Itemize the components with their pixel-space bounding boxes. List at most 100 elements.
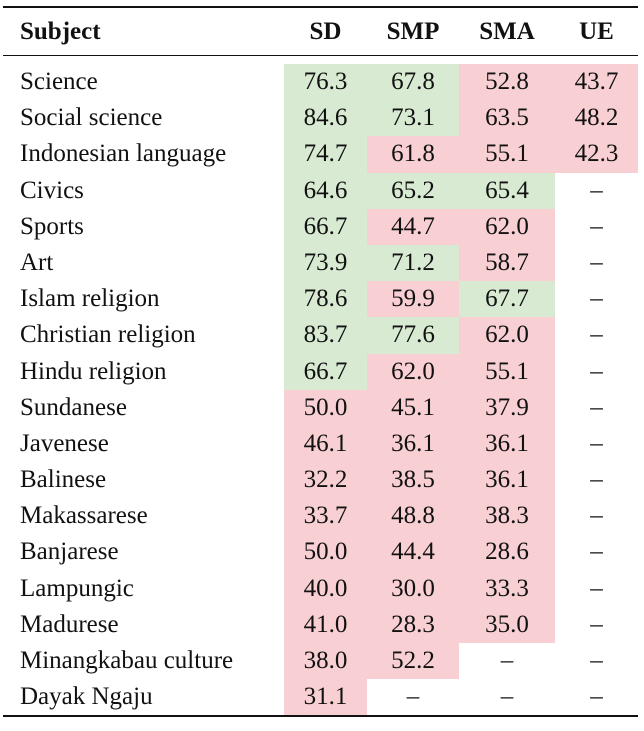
cell-smp: 73.1 xyxy=(367,100,459,137)
cell-subject: Madurese xyxy=(20,610,119,638)
cell-ue: – xyxy=(590,610,603,638)
cell-subject: Hindu religion xyxy=(20,357,167,385)
cell-sma: 35.0 xyxy=(459,606,555,643)
cell-smp: 52.2 xyxy=(367,643,459,680)
cell-sma: 62.0 xyxy=(459,317,555,354)
cell-smp: 36.1 xyxy=(367,425,459,463)
cell-smp: 62.0 xyxy=(367,353,459,390)
table-row: Balinese 32.2 38.5 36.1 – xyxy=(3,462,638,499)
cell-subject: Lampungic xyxy=(20,574,134,602)
cell-ue: – xyxy=(590,647,603,674)
table-header-row: Subject SD SMP SMA UE xyxy=(3,8,638,55)
results-table: Subject SD SMP SMA UE Science 76.3 67.8 52.… xyxy=(3,6,638,718)
table-row: Sports 66.7 44.7 62.0 – xyxy=(3,208,638,245)
cell-ue: – xyxy=(590,393,603,421)
table-row: Hindu religion 66.7 62.0 55.1 – xyxy=(3,353,638,390)
cell-subject: Christian religion xyxy=(20,321,196,349)
cell-ue: – xyxy=(590,321,603,349)
cell-sma: 28.6 xyxy=(459,534,555,571)
cell-sd: 66.7 xyxy=(284,353,367,390)
cell-sd: 40.0 xyxy=(284,570,367,607)
cell-sma: 37.9 xyxy=(459,389,555,426)
cell-ue: 43.7 xyxy=(555,64,638,101)
cell-ue: – xyxy=(590,429,603,457)
table-top-rule xyxy=(3,6,638,8)
cell-sd: 50.0 xyxy=(284,534,367,571)
cell-sd: 83.7 xyxy=(284,317,367,354)
cell-ue: – xyxy=(590,574,603,602)
cell-sma: 52.8 xyxy=(459,64,555,101)
table-row: Social science 84.6 73.1 63.5 48.2 xyxy=(3,100,638,137)
table-row: Civics 64.6 65.2 65.4 – xyxy=(3,172,638,209)
cell-smp: 30.0 xyxy=(367,570,459,607)
cell-smp: 77.6 xyxy=(367,317,459,354)
cell-sma: 55.1 xyxy=(459,136,555,173)
table-header-rule xyxy=(3,55,638,56)
cell-ue: – xyxy=(590,212,603,240)
cell-ue: – xyxy=(590,176,603,204)
cell-sd: 66.7 xyxy=(284,208,367,245)
cell-sma: 36.1 xyxy=(459,425,555,463)
cell-sma: 62.0 xyxy=(459,208,555,245)
cell-sd: 78.6 xyxy=(284,281,367,318)
cell-subject: Sundanese xyxy=(20,393,127,421)
table-row: Madurese 41.0 28.3 35.0 – xyxy=(3,606,638,643)
cell-sd: 41.0 xyxy=(284,606,367,643)
cell-sma: 33.3 xyxy=(459,570,555,607)
cell-smp: 59.9 xyxy=(367,281,459,318)
cell-sma: – xyxy=(500,683,514,711)
cell-sma: 38.3 xyxy=(459,498,555,535)
cell-smp: 67.8 xyxy=(367,64,459,101)
cell-smp: 48.8 xyxy=(367,498,459,535)
table-row: Islam religion 78.6 59.9 67.7 – xyxy=(3,281,638,318)
cell-sd: 38.0 xyxy=(284,643,367,680)
cell-ue: – xyxy=(590,538,603,566)
cell-sma: – xyxy=(500,647,514,674)
cell-ue: 42.3 xyxy=(555,136,638,173)
cell-sma: 65.4 xyxy=(459,172,555,209)
cell-sd: 31.1 xyxy=(284,679,367,716)
cell-smp: 61.8 xyxy=(367,136,459,173)
header-ue: UE xyxy=(579,18,614,45)
table-row: Minangkabau culture 38.0 52.2 – – xyxy=(3,643,638,680)
cell-subject: Dayak Ngaju xyxy=(20,683,153,711)
cell-sma: 36.1 xyxy=(459,462,555,499)
header-sma: SMA xyxy=(479,18,535,45)
cell-subject: Balinese xyxy=(20,466,107,494)
cell-sd: 64.6 xyxy=(284,172,367,209)
cell-sd: 84.6 xyxy=(284,100,367,137)
table-row: Banjarese 50.0 44.4 28.6 – xyxy=(3,534,638,571)
cell-subject: Civics xyxy=(20,176,84,204)
table-row: Art 73.9 71.2 58.7 – xyxy=(3,244,638,282)
table-row: Sundanese 50.0 45.1 37.9 – xyxy=(3,389,638,426)
cell-subject: Indonesian language xyxy=(20,140,227,168)
cell-sd: 74.7 xyxy=(284,136,367,173)
table-row: Dayak Ngaju 31.1 – – – xyxy=(3,679,638,716)
cell-smp: – xyxy=(406,683,420,711)
cell-sd: 76.3 xyxy=(284,64,367,101)
cell-sma: 63.5 xyxy=(459,100,555,137)
cell-sd: 32.2 xyxy=(284,462,367,499)
cell-subject: Art xyxy=(20,248,54,276)
cell-ue: – xyxy=(590,248,603,276)
table-row: Makassarese 33.7 48.8 38.3 – xyxy=(3,498,638,535)
cell-sd: 46.1 xyxy=(284,425,367,463)
cell-sma: 58.7 xyxy=(459,244,555,282)
cell-subject: Sports xyxy=(20,212,84,240)
table-bottom-rule xyxy=(3,715,638,718)
table-row: Science 76.3 67.8 52.8 43.7 xyxy=(3,64,638,101)
cell-ue: – xyxy=(590,357,603,385)
cell-sma: 55.1 xyxy=(459,353,555,390)
cell-smp: 71.2 xyxy=(367,244,459,282)
header-sd: SD xyxy=(309,18,342,45)
cell-smp: 38.5 xyxy=(367,462,459,499)
cell-ue: 48.2 xyxy=(555,100,638,137)
cell-subject: Science xyxy=(20,68,98,95)
cell-subject: Social science xyxy=(20,104,163,132)
cell-smp: 65.2 xyxy=(367,172,459,209)
cell-subject: Makassarese xyxy=(20,502,148,530)
header-smp: SMP xyxy=(386,18,440,45)
cell-sd: 73.9 xyxy=(284,244,367,282)
cell-ue: – xyxy=(590,683,603,711)
cell-subject: Banjarese xyxy=(20,538,119,566)
